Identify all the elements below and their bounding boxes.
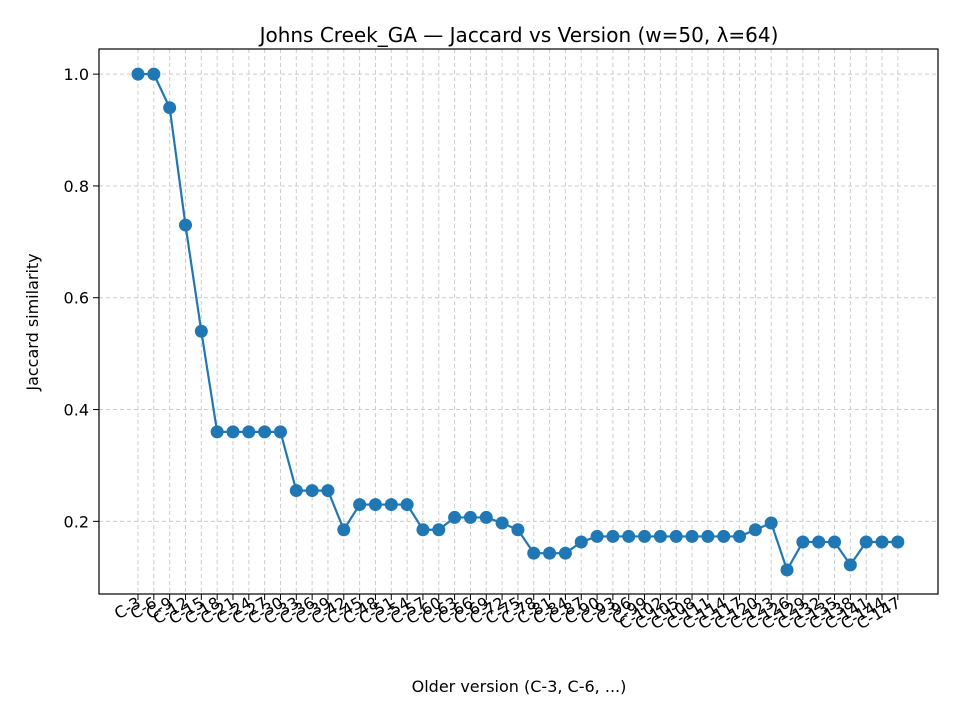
data-point <box>273 425 287 439</box>
data-point <box>812 535 826 549</box>
data-point <box>669 529 683 543</box>
data-point <box>495 516 509 530</box>
data-point <box>685 529 699 543</box>
data-point <box>638 529 652 543</box>
data-points <box>131 67 905 577</box>
data-point <box>384 498 398 512</box>
data-point <box>210 425 224 439</box>
data-point <box>875 535 889 549</box>
data-point <box>353 498 367 512</box>
data-point <box>226 425 240 439</box>
data-point <box>733 529 747 543</box>
data-point <box>337 523 351 537</box>
data-point <box>859 535 873 549</box>
data-point <box>796 535 810 549</box>
x-axis: C-3C-6C-9C-12C-15C-18C-21C-24C-27C-30C-3… <box>111 593 904 633</box>
data-point <box>194 324 208 338</box>
data-point <box>178 218 192 232</box>
data-point <box>400 498 414 512</box>
data-point <box>432 523 446 537</box>
data-point <box>543 546 557 560</box>
data-point <box>717 529 731 543</box>
data-point <box>622 529 636 543</box>
data-point <box>701 529 715 543</box>
chart-title: Johns Creek_GA — Jaccard vs Version (w=5… <box>258 23 779 47</box>
data-point <box>828 535 842 549</box>
plot-area-frame <box>98 48 939 595</box>
data-point <box>590 529 604 543</box>
data-point <box>448 510 462 524</box>
y-tick-label: 0.6 <box>64 289 89 308</box>
data-point <box>131 67 145 81</box>
data-point <box>305 484 319 498</box>
data-point <box>479 510 493 524</box>
data-point <box>258 425 272 439</box>
data-point <box>606 529 620 543</box>
y-tick-label: 0.2 <box>64 512 89 531</box>
data-point <box>527 546 541 560</box>
y-tick-label: 0.4 <box>64 401 89 420</box>
data-point <box>163 101 177 115</box>
data-point <box>289 484 303 498</box>
data-point <box>416 523 430 537</box>
data-point <box>463 510 477 524</box>
data-point <box>653 529 667 543</box>
data-point <box>242 425 256 439</box>
data-point <box>748 523 762 537</box>
data-point <box>891 535 905 549</box>
data-point <box>780 563 794 577</box>
data-point <box>511 523 525 537</box>
y-tick-label: 1.0 <box>64 65 89 84</box>
data-point <box>558 546 572 560</box>
data-point <box>574 535 588 549</box>
data-point <box>321 484 335 498</box>
data-point <box>764 516 778 530</box>
data-point <box>843 558 857 572</box>
data-point <box>368 498 382 512</box>
y-tick-label: 0.8 <box>64 177 89 196</box>
y-axis-label: Jaccard similarity <box>23 253 42 391</box>
data-point <box>147 67 161 81</box>
x-axis-label: Older version (C-3, C-6, ...) <box>412 677 627 696</box>
y-axis: 0.2 0.4 0.6 0.8 1.0 <box>64 65 99 531</box>
